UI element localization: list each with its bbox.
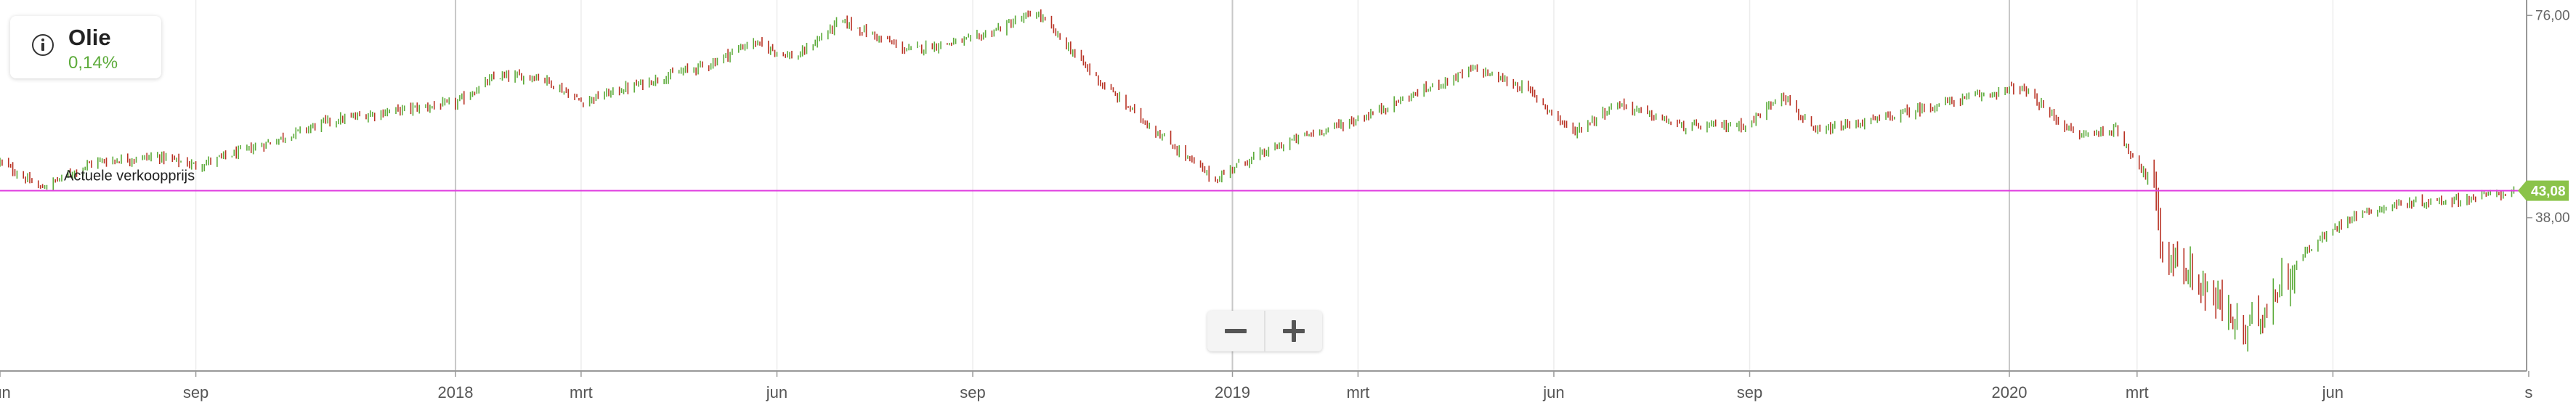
instrument-info-card: Olie 0,14%	[10, 16, 161, 78]
zoom-out-button[interactable]	[1207, 311, 1264, 351]
zoom-controls	[1207, 311, 1322, 351]
instrument-change: 0,14%	[68, 53, 118, 73]
x-tick-label: mrt	[2126, 383, 2149, 401]
price-badge: 43,08	[2518, 180, 2569, 201]
x-tick-label: 2018	[438, 383, 474, 401]
x-tick-label: mrt	[1347, 383, 1370, 401]
x-tick-label: jun	[2322, 383, 2344, 401]
x-tick-label: 2020	[1992, 383, 2028, 401]
x-tick-label: sep	[1737, 383, 1762, 401]
vertical-gridlines	[195, 0, 2334, 371]
y-tick-label: 76,00	[2535, 8, 2570, 23]
x-tick-label: jun	[1542, 383, 1564, 401]
x-tick-label: s	[2524, 383, 2532, 401]
x-axis-ticks: jun sep 2018 mrt jun sep 2019 mrt jun sep 2020 mrt j…	[0, 371, 2532, 401]
reference-line-label: Actuele verkoopprijs	[64, 168, 195, 184]
x-tick-label: 2019	[1215, 383, 1250, 401]
x-tick-label: jun	[0, 383, 11, 401]
x-tick-label: mrt	[570, 383, 593, 401]
y-tick-label: 38,00	[2535, 211, 2570, 226]
zoom-in-button[interactable]	[1264, 311, 1322, 351]
candles	[0, 9, 2515, 352]
price-badge-background	[2518, 180, 2569, 201]
info-icon[interactable]	[32, 34, 54, 56]
y-axis-ticks: 76,00 38,00	[2527, 8, 2570, 226]
instrument-name: Olie	[68, 25, 111, 50]
x-tick-label: sep	[960, 383, 985, 401]
x-tick-label: sep	[183, 383, 208, 401]
price-badge-label: 43,08	[2531, 184, 2566, 200]
x-tick-label: jun	[766, 383, 787, 401]
